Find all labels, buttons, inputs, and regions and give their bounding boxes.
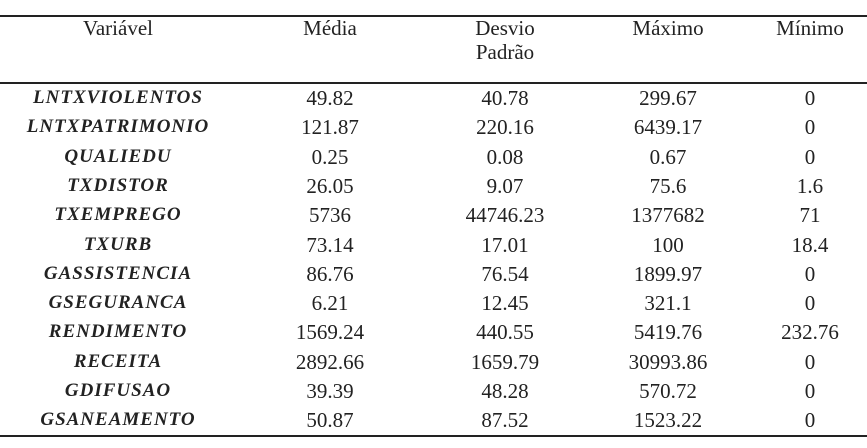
- variable-name: TXDISTOR: [67, 174, 169, 196]
- value-cell: 39.39: [306, 379, 354, 403]
- value-cell: 100: [652, 232, 684, 257]
- variable-name: GSEGURANCA: [48, 292, 188, 314]
- variable-name: LNTXPATRIMONIO: [26, 116, 210, 138]
- value-cell: 232.76: [781, 320, 839, 345]
- value-cell: 0: [804, 115, 816, 140]
- value-cell: 1377682: [631, 203, 705, 228]
- value-cell: 1569.24: [295, 320, 365, 345]
- value-cell: 1.6: [796, 173, 824, 198]
- value-cell: 0.25: [311, 144, 349, 169]
- variable-name: LNTXVIOLENTOS: [33, 87, 203, 108]
- variable-name: RENDIMENTO: [48, 321, 188, 343]
- value-cell: 75.6: [649, 173, 687, 198]
- value-cell: 9.07: [486, 173, 524, 198]
- value-cell: 121.87: [301, 115, 359, 140]
- value-cell: 17.01: [481, 232, 529, 257]
- value-cell: 0: [804, 144, 816, 169]
- value-cell: 0: [804, 261, 816, 286]
- value-cell: 0.67: [649, 144, 687, 169]
- value-cell: 6439.17: [633, 115, 703, 140]
- bottom-rule: [0, 435, 867, 437]
- value-cell: 71: [799, 203, 821, 228]
- value-cell: 73.14: [306, 232, 354, 257]
- value-cell: 49.82: [306, 86, 354, 110]
- variable-name: RECEITA: [73, 350, 163, 372]
- top-rule: [0, 15, 867, 17]
- variable-name: QUALIEDU: [64, 145, 172, 167]
- value-cell: 40.78: [481, 86, 529, 110]
- value-cell: 5419.76: [633, 320, 703, 345]
- value-cell: 440.55: [476, 320, 534, 345]
- value-cell: 18.4: [791, 232, 829, 257]
- variable-name: TXEMPREGO: [54, 204, 182, 226]
- header-rule: [0, 82, 867, 84]
- value-cell: 1523.22: [633, 408, 703, 433]
- value-cell: 30993.86: [628, 349, 708, 374]
- value-cell: 6.21: [311, 291, 349, 316]
- header-cell: Variável: [83, 16, 153, 40]
- value-cell: 570.72: [639, 379, 697, 403]
- value-cell: 44746.23: [465, 203, 545, 228]
- value-cell: 48.28: [481, 379, 529, 403]
- value-cell: 321.1: [644, 291, 692, 316]
- variable-name: GSANEAMENTO: [40, 409, 196, 431]
- value-cell: 0: [804, 291, 816, 316]
- variable-name: GDIFUSAO: [64, 380, 172, 401]
- variable-name: TXURB: [83, 233, 153, 255]
- value-cell: 26.05: [306, 173, 354, 198]
- value-cell: 0: [804, 349, 816, 374]
- value-cell: 2892.66: [295, 349, 365, 374]
- value-cell: 299.67: [639, 86, 697, 110]
- value-cell: 76.54: [481, 261, 529, 286]
- header-cell: Desvio Padrão: [475, 16, 535, 64]
- value-cell: 50.87: [306, 408, 354, 433]
- value-cell: 220.16: [476, 115, 534, 140]
- value-cell: 0: [804, 86, 816, 110]
- value-cell: 0: [804, 379, 816, 403]
- value-cell: 0.08: [486, 144, 524, 169]
- header-cell: Máximo: [632, 16, 704, 40]
- value-cell: 86.76: [306, 261, 354, 286]
- variable-name: GASSISTENCIA: [43, 262, 193, 284]
- value-cell: 12.45: [481, 291, 529, 316]
- value-cell: 5736: [309, 203, 351, 228]
- value-cell: 87.52: [481, 408, 529, 433]
- header-cell: Mínimo: [776, 16, 844, 40]
- value-cell: 1899.97: [633, 261, 703, 286]
- value-cell: 0: [804, 408, 816, 433]
- header-cell: Média: [303, 16, 357, 40]
- value-cell: 1659.79: [470, 349, 540, 374]
